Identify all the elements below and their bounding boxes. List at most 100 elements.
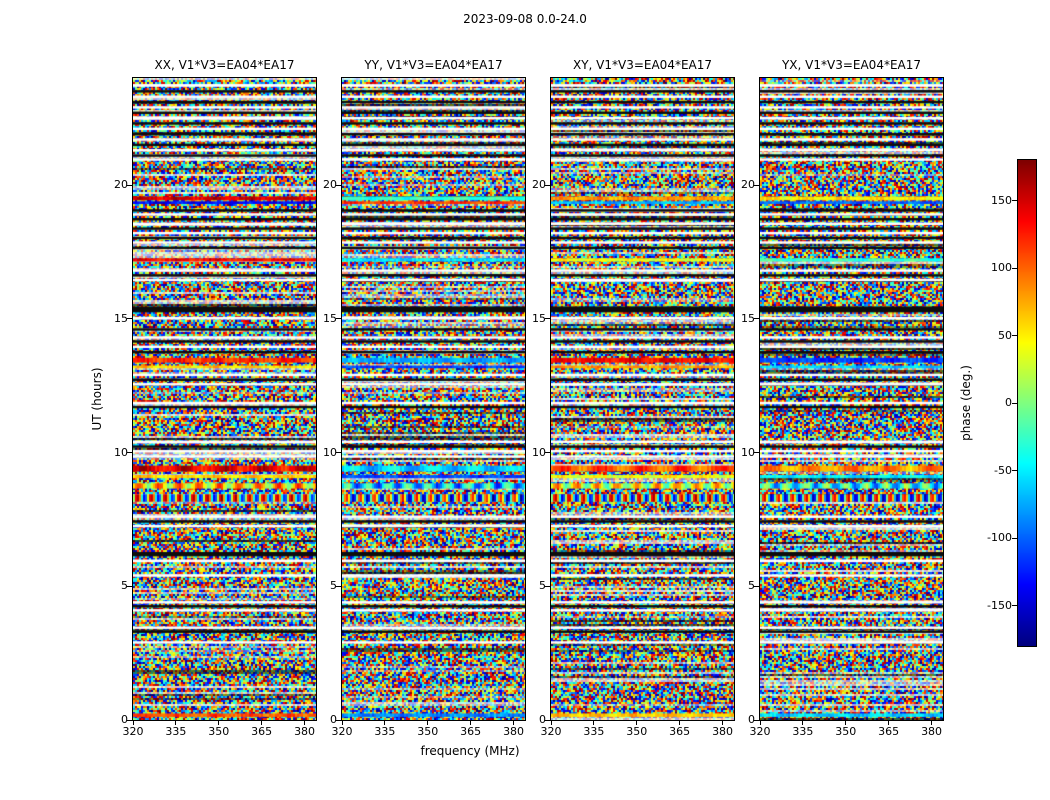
y-tick-label: 0 xyxy=(539,713,546,726)
x-tick-mark xyxy=(679,721,681,725)
y-tick-mark xyxy=(754,585,759,587)
x-tick-label: 350 xyxy=(208,725,230,738)
panel-title: XY, V1*V3=EA04*EA17 xyxy=(572,58,713,72)
y-axis-label: UT (hours) xyxy=(90,367,104,431)
y-tick-mark xyxy=(754,318,759,320)
colorbar-tick-label: 0 xyxy=(1005,396,1012,409)
x-tick-mark xyxy=(304,721,306,725)
heatmap-canvas xyxy=(342,78,525,720)
x-tick-mark xyxy=(722,721,724,725)
heatmap-panel-xx: XX, V1*V3=EA04*EA17 xyxy=(132,58,317,721)
y-tick-mark xyxy=(127,719,132,721)
y-tick-label: 10 xyxy=(323,445,337,459)
x-tick-mark xyxy=(218,721,220,725)
heatmap-panel-yy: YY, V1*V3=EA04*EA17 xyxy=(341,58,526,721)
y-tick-label: 5 xyxy=(748,579,755,593)
x-tick-label: 320 xyxy=(331,725,353,738)
colorbar-label: phase (deg.) xyxy=(959,365,973,441)
colorbar-tick-label: 150 xyxy=(991,193,1012,207)
panel-title: YY, V1*V3=EA04*EA17 xyxy=(364,58,503,72)
x-tick-mark xyxy=(470,721,472,725)
x-tick-mark xyxy=(427,721,429,725)
x-tick-label: 365 xyxy=(878,725,900,738)
x-tick-mark xyxy=(802,721,804,725)
colorbar-tick-mark xyxy=(1012,267,1017,269)
colorbar-tick-label: -150 xyxy=(987,598,1012,612)
x-tick-label: 380 xyxy=(294,725,316,738)
y-tick-mark xyxy=(336,719,341,721)
y-tick-mark xyxy=(127,184,132,186)
x-tick-mark xyxy=(513,721,515,725)
heatmap-canvas xyxy=(551,78,734,720)
y-tick-label: 10 xyxy=(114,445,128,459)
figure-title: 2023-09-08 0.0-24.0 xyxy=(463,12,587,26)
colorbar-tick-mark xyxy=(1012,605,1017,606)
colorbar-tick-label: 50 xyxy=(998,328,1012,342)
panel-title: XX, V1*V3=EA04*EA17 xyxy=(154,58,295,72)
x-tick-label: 320 xyxy=(122,725,144,738)
y-tick-label: 20 xyxy=(114,178,128,191)
y-tick-label: 5 xyxy=(330,579,337,593)
y-tick-label: 0 xyxy=(121,713,128,726)
y-tick-label: 5 xyxy=(539,579,546,593)
x-tick-label: 380 xyxy=(712,725,734,738)
y-tick-label: 10 xyxy=(741,445,755,459)
x-tick-mark xyxy=(636,721,638,725)
y-tick-label: 15 xyxy=(114,311,128,325)
x-axis-label: frequency (MHz) xyxy=(420,744,520,758)
x-tick-label: 380 xyxy=(503,725,525,738)
heatmap-panel-xy: XY, V1*V3=EA04*EA17 xyxy=(550,58,735,721)
y-tick-label: 20 xyxy=(323,178,337,191)
y-tick-label: 20 xyxy=(741,178,755,191)
colorbar-tick-mark xyxy=(1012,537,1017,539)
colorbar-tick-label: 100 xyxy=(991,261,1012,274)
x-tick-label: 350 xyxy=(626,725,648,738)
y-tick-mark xyxy=(336,452,341,453)
colorbar-canvas xyxy=(1018,160,1036,646)
x-tick-label: 365 xyxy=(669,725,691,738)
y-tick-mark xyxy=(754,184,759,186)
heatmap-panel-yx: YX, V1*V3=EA04*EA17 xyxy=(759,58,944,721)
y-tick-mark xyxy=(336,585,341,587)
colorbar-tick-mark xyxy=(1012,402,1017,404)
y-tick-mark xyxy=(545,184,550,186)
y-tick-mark xyxy=(127,452,132,453)
heatmap-canvas xyxy=(133,78,316,720)
y-tick-mark xyxy=(754,452,759,453)
y-tick-mark xyxy=(545,585,550,587)
y-tick-label: 15 xyxy=(532,311,546,325)
x-tick-label: 350 xyxy=(417,725,439,738)
x-tick-label: 335 xyxy=(165,725,187,738)
y-tick-label: 0 xyxy=(330,713,337,726)
x-tick-label: 320 xyxy=(749,725,771,738)
y-tick-mark xyxy=(127,585,132,587)
y-tick-label: 5 xyxy=(121,579,128,593)
x-tick-mark xyxy=(759,721,761,725)
x-tick-label: 365 xyxy=(251,725,273,738)
x-tick-label: 365 xyxy=(460,725,482,738)
heatmap-canvas xyxy=(760,78,943,720)
y-tick-mark xyxy=(545,452,550,453)
y-tick-mark xyxy=(545,719,550,721)
colorbar-tick-mark xyxy=(1012,470,1017,471)
x-tick-label: 335 xyxy=(374,725,396,738)
colorbar-tick-label: -50 xyxy=(994,463,1012,477)
x-tick-mark xyxy=(888,721,890,725)
colorbar xyxy=(1017,159,1037,647)
y-tick-label: 20 xyxy=(532,178,546,191)
x-tick-mark xyxy=(593,721,595,725)
colorbar-tick-mark xyxy=(1012,335,1017,336)
y-tick-label: 15 xyxy=(323,311,337,325)
x-tick-mark xyxy=(341,721,343,725)
x-tick-label: 350 xyxy=(835,725,857,738)
x-tick-mark xyxy=(550,721,552,725)
x-tick-label: 335 xyxy=(583,725,605,738)
x-tick-mark xyxy=(175,721,177,725)
x-tick-label: 380 xyxy=(921,725,943,738)
y-tick-mark xyxy=(754,719,759,721)
y-tick-label: 0 xyxy=(748,713,755,726)
y-tick-label: 10 xyxy=(532,445,546,459)
x-tick-mark xyxy=(845,721,847,725)
x-tick-mark xyxy=(384,721,386,725)
